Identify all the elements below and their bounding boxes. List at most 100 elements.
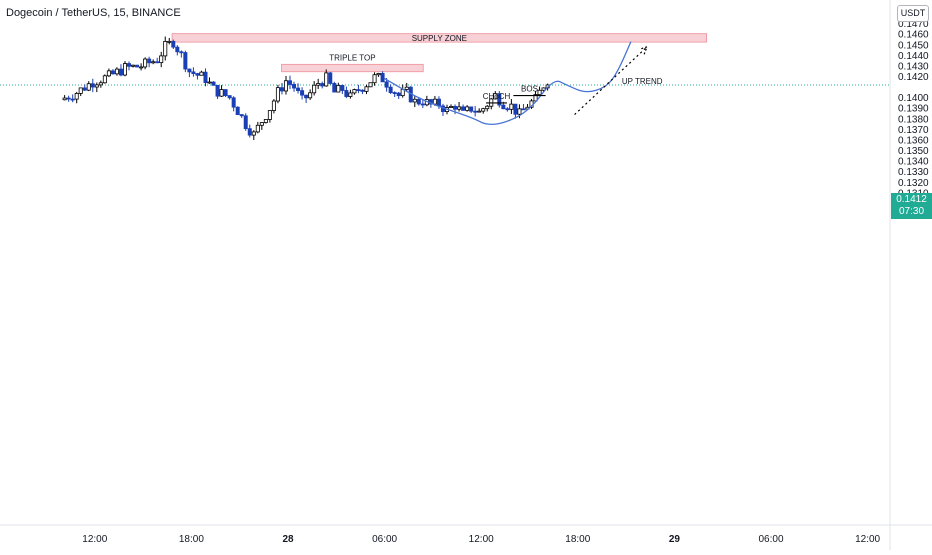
- candle-body: [348, 92, 353, 97]
- candle-body: [74, 93, 79, 100]
- candle-body: [469, 106, 474, 112]
- zone-label: SUPPLY ZONE: [412, 34, 467, 43]
- candle-body: [412, 98, 417, 103]
- candle-body: [131, 64, 136, 67]
- candle-body: [304, 94, 309, 99]
- candle-body: [207, 81, 212, 84]
- candle-body: [324, 72, 329, 87]
- y-tick-label: 0.1320: [898, 178, 929, 189]
- candle-body: [187, 68, 192, 73]
- candle-body: [199, 71, 204, 76]
- candle-body: [509, 103, 514, 110]
- y-tick-label: 0.1470: [898, 19, 929, 30]
- candle-body: [110, 70, 115, 75]
- candle-body: [247, 128, 252, 136]
- candle-body: [271, 100, 276, 111]
- candle-body: [106, 70, 111, 77]
- candle-body: [485, 105, 490, 110]
- candle-body: [344, 90, 349, 97]
- candle-body: [155, 61, 160, 64]
- candle-body: [436, 98, 441, 107]
- candle-body: [211, 81, 216, 86]
- candle-body: [505, 108, 510, 111]
- candle-body: [537, 89, 542, 95]
- candle-body: [98, 82, 103, 86]
- y-tick-label: 0.1430: [898, 61, 929, 72]
- candle-body: [163, 41, 168, 57]
- candle-body: [320, 83, 325, 87]
- candle-body: [404, 86, 409, 90]
- currency-badge[interactable]: USDT: [897, 5, 929, 22]
- y-tick-label: 0.1330: [898, 167, 929, 178]
- candle-body: [340, 85, 345, 91]
- y-tick-label: 0.1360: [898, 135, 929, 146]
- candle-body: [255, 124, 260, 133]
- candle-body: [183, 52, 188, 70]
- candle-body: [501, 104, 506, 110]
- candle-body: [396, 92, 401, 97]
- candle-body: [457, 106, 462, 110]
- candle-body: [179, 51, 184, 54]
- zone-rect: [171, 33, 708, 43]
- candle-body: [336, 85, 341, 93]
- candle-body: [263, 119, 268, 123]
- candle-body: [175, 46, 180, 53]
- candle-body: [360, 89, 365, 92]
- candle-body: [461, 106, 466, 111]
- projection-curve: [384, 41, 632, 125]
- candle-body: [231, 97, 236, 108]
- candle-body: [94, 84, 99, 88]
- candle-body: [139, 66, 144, 69]
- candle-body: [453, 106, 458, 110]
- candle-body: [135, 64, 140, 68]
- candle-body: [316, 83, 321, 86]
- candle-body: [364, 86, 369, 92]
- candle-body: [122, 63, 127, 76]
- candle-body: [465, 106, 470, 111]
- candle-body: [300, 90, 305, 96]
- bar-countdown: 07:30: [898, 206, 925, 217]
- candle-body: [372, 74, 377, 84]
- zone-label: TRIPLE TOP: [329, 53, 375, 62]
- candle-body: [62, 97, 67, 101]
- candle-body: [86, 83, 91, 91]
- candle-body: [493, 93, 498, 100]
- candle-body: [167, 40, 172, 43]
- zone-rect: [281, 63, 424, 73]
- candle-body: [477, 110, 482, 113]
- candle-body: [368, 82, 373, 88]
- candle-body: [227, 95, 232, 99]
- candle-body: [473, 110, 478, 113]
- candle-body: [147, 58, 152, 64]
- candle-body: [191, 71, 196, 74]
- candle-body: [195, 73, 200, 76]
- candle-body: [312, 84, 317, 94]
- candle-body: [416, 98, 421, 105]
- candle-body: [118, 68, 123, 76]
- x-tick-label: 18:00: [565, 534, 590, 545]
- candle-body: [223, 89, 228, 97]
- candle-body: [432, 98, 437, 105]
- last-price-tag: 0.1412 07:30: [891, 193, 932, 219]
- annotation-label: BOS: [521, 85, 538, 94]
- y-tick-label: 0.1460: [898, 30, 929, 41]
- candle-body: [279, 87, 284, 92]
- candle-body: [513, 103, 518, 115]
- candle-body: [521, 108, 526, 111]
- candle-body: [70, 98, 75, 101]
- candle-body: [449, 106, 454, 108]
- y-tick-label: 0.1370: [898, 125, 929, 136]
- candle-body: [159, 55, 164, 64]
- candle-body: [127, 63, 132, 67]
- candle-body: [275, 87, 280, 102]
- x-tick-label: 29: [669, 534, 681, 545]
- candle-body: [481, 108, 486, 112]
- x-tick-label: 12:00: [855, 534, 880, 545]
- candle-body: [203, 71, 208, 84]
- candle-body: [239, 114, 244, 117]
- candle-body: [308, 92, 313, 99]
- candle-body: [66, 97, 71, 100]
- candle-body: [376, 73, 381, 76]
